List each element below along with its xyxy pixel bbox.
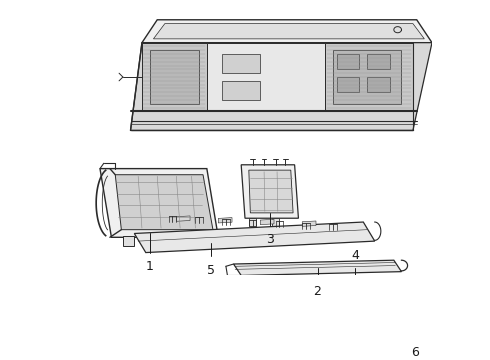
Text: 3: 3: [266, 234, 274, 247]
Polygon shape: [337, 77, 360, 92]
Polygon shape: [123, 236, 134, 247]
Polygon shape: [318, 312, 408, 343]
Polygon shape: [333, 50, 401, 104]
Polygon shape: [337, 54, 360, 69]
Polygon shape: [367, 54, 390, 69]
Polygon shape: [130, 43, 432, 130]
Polygon shape: [207, 43, 325, 110]
Polygon shape: [142, 43, 207, 110]
Polygon shape: [272, 218, 279, 226]
Polygon shape: [234, 260, 401, 275]
Polygon shape: [176, 216, 190, 221]
Polygon shape: [218, 217, 232, 223]
Polygon shape: [134, 222, 375, 253]
Polygon shape: [344, 294, 365, 310]
Polygon shape: [249, 218, 256, 226]
Text: 6: 6: [411, 346, 419, 359]
Polygon shape: [153, 24, 424, 39]
Polygon shape: [325, 43, 413, 110]
Text: 4: 4: [351, 249, 359, 262]
Polygon shape: [302, 221, 316, 226]
Polygon shape: [142, 20, 432, 43]
Polygon shape: [149, 50, 199, 104]
Text: 2: 2: [314, 285, 321, 298]
Polygon shape: [115, 175, 213, 230]
Polygon shape: [222, 54, 260, 73]
Polygon shape: [367, 77, 390, 92]
Polygon shape: [249, 170, 293, 213]
Polygon shape: [100, 168, 218, 237]
Polygon shape: [241, 165, 298, 218]
Text: 5: 5: [207, 264, 215, 277]
Polygon shape: [260, 219, 274, 225]
Polygon shape: [222, 81, 260, 100]
Text: 1: 1: [146, 260, 153, 273]
Polygon shape: [325, 315, 401, 339]
